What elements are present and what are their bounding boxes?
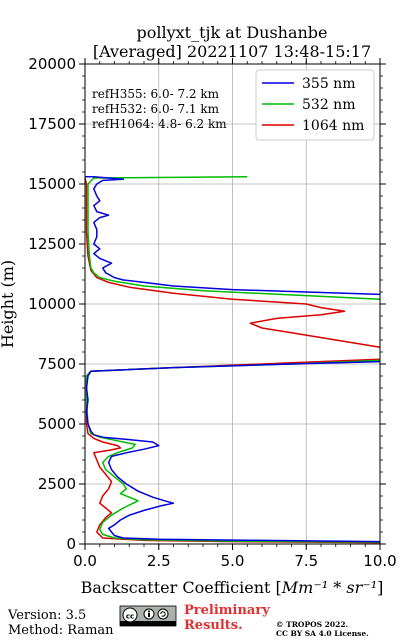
series-line-1064-nm-upper xyxy=(85,177,380,348)
x-tick-label: 5.0 xyxy=(221,552,245,570)
x-tick-label: 0.0 xyxy=(73,552,97,570)
ref-height-1064: refH1064: 4.8- 6.2 km xyxy=(92,117,227,131)
copyright-line1: © TROPOS 2022. xyxy=(276,620,348,629)
ref-height-355: refH355: 6.0- 7.2 km xyxy=(92,87,220,101)
y-tick-label: 15000 xyxy=(28,175,76,193)
x-axis-label: Backscatter Coefficient [Mm⁻¹ * sr⁻¹] xyxy=(81,578,384,597)
y-axis-label: Height (m) xyxy=(0,260,17,348)
legend-label-532: 532 nm xyxy=(302,97,355,113)
reference-heights: refH355: 6.0- 7.2 km refH532: 6.0- 7.1 k… xyxy=(92,87,227,131)
series-line-355-nm-lower xyxy=(85,360,380,543)
copyright-line2: CC BY SA 4.0 License. xyxy=(276,629,369,638)
series-line-532-nm-upper xyxy=(87,176,380,300)
y-tick-label: 7500 xyxy=(38,355,76,373)
series-line-532-nm-lower xyxy=(85,359,380,543)
chart-title-line2: [Averaged] 20221107 13:48-15:17 xyxy=(93,42,371,61)
x-tick-label: 2.5 xyxy=(147,552,171,570)
y-tick-label: 17500 xyxy=(28,115,76,133)
version-text: Version: 3.5 xyxy=(7,608,86,623)
x-tick-label: 7.5 xyxy=(294,552,318,570)
results-label: Results. xyxy=(184,618,243,633)
legend-box xyxy=(255,69,375,141)
legend-label-355: 355 nm xyxy=(302,76,355,92)
preliminary-label: Preliminary xyxy=(184,603,270,618)
x-tick-label: 10.0 xyxy=(363,552,396,570)
y-tick-label: 0 xyxy=(66,535,76,553)
axis-ticks: 0.0 2.5 5.0 7.5 10.0 0 2500 5000 7500 10000 12500 1… xyxy=(28,55,396,570)
x-axis-label-unit: Mm⁻¹ * sr⁻¹ xyxy=(281,578,377,597)
series-layer xyxy=(85,176,380,544)
legend: 355 nm 532 nm 1064 nm xyxy=(255,69,375,141)
x-axis-label-end: ] xyxy=(377,578,383,597)
y-tick-label: 2500 xyxy=(38,475,76,493)
chart-title-line1: pollyxt_tjk at Dushanbe xyxy=(136,23,327,42)
svg-text:cc: cc xyxy=(126,613,134,621)
method-text: Method: Raman xyxy=(8,623,114,638)
y-tick-label: 20000 xyxy=(28,55,76,73)
y-tick-label: 10000 xyxy=(28,295,76,313)
y-tick-label: 5000 xyxy=(38,415,76,433)
series-line-355-nm-upper xyxy=(85,176,380,296)
x-axis-label-text: Backscatter Coefficient [ xyxy=(81,578,282,597)
ref-height-532: refH532: 6.0- 7.1 km xyxy=(92,102,220,116)
cc-by-sa-badge: cc xyxy=(119,605,177,627)
plot-area: 0.0 2.5 5.0 7.5 10.0 0 2500 5000 7500 10000 12500 1… xyxy=(28,55,396,570)
y-tick-label: 12500 xyxy=(28,235,76,253)
legend-label-1064: 1064 nm xyxy=(302,118,364,134)
